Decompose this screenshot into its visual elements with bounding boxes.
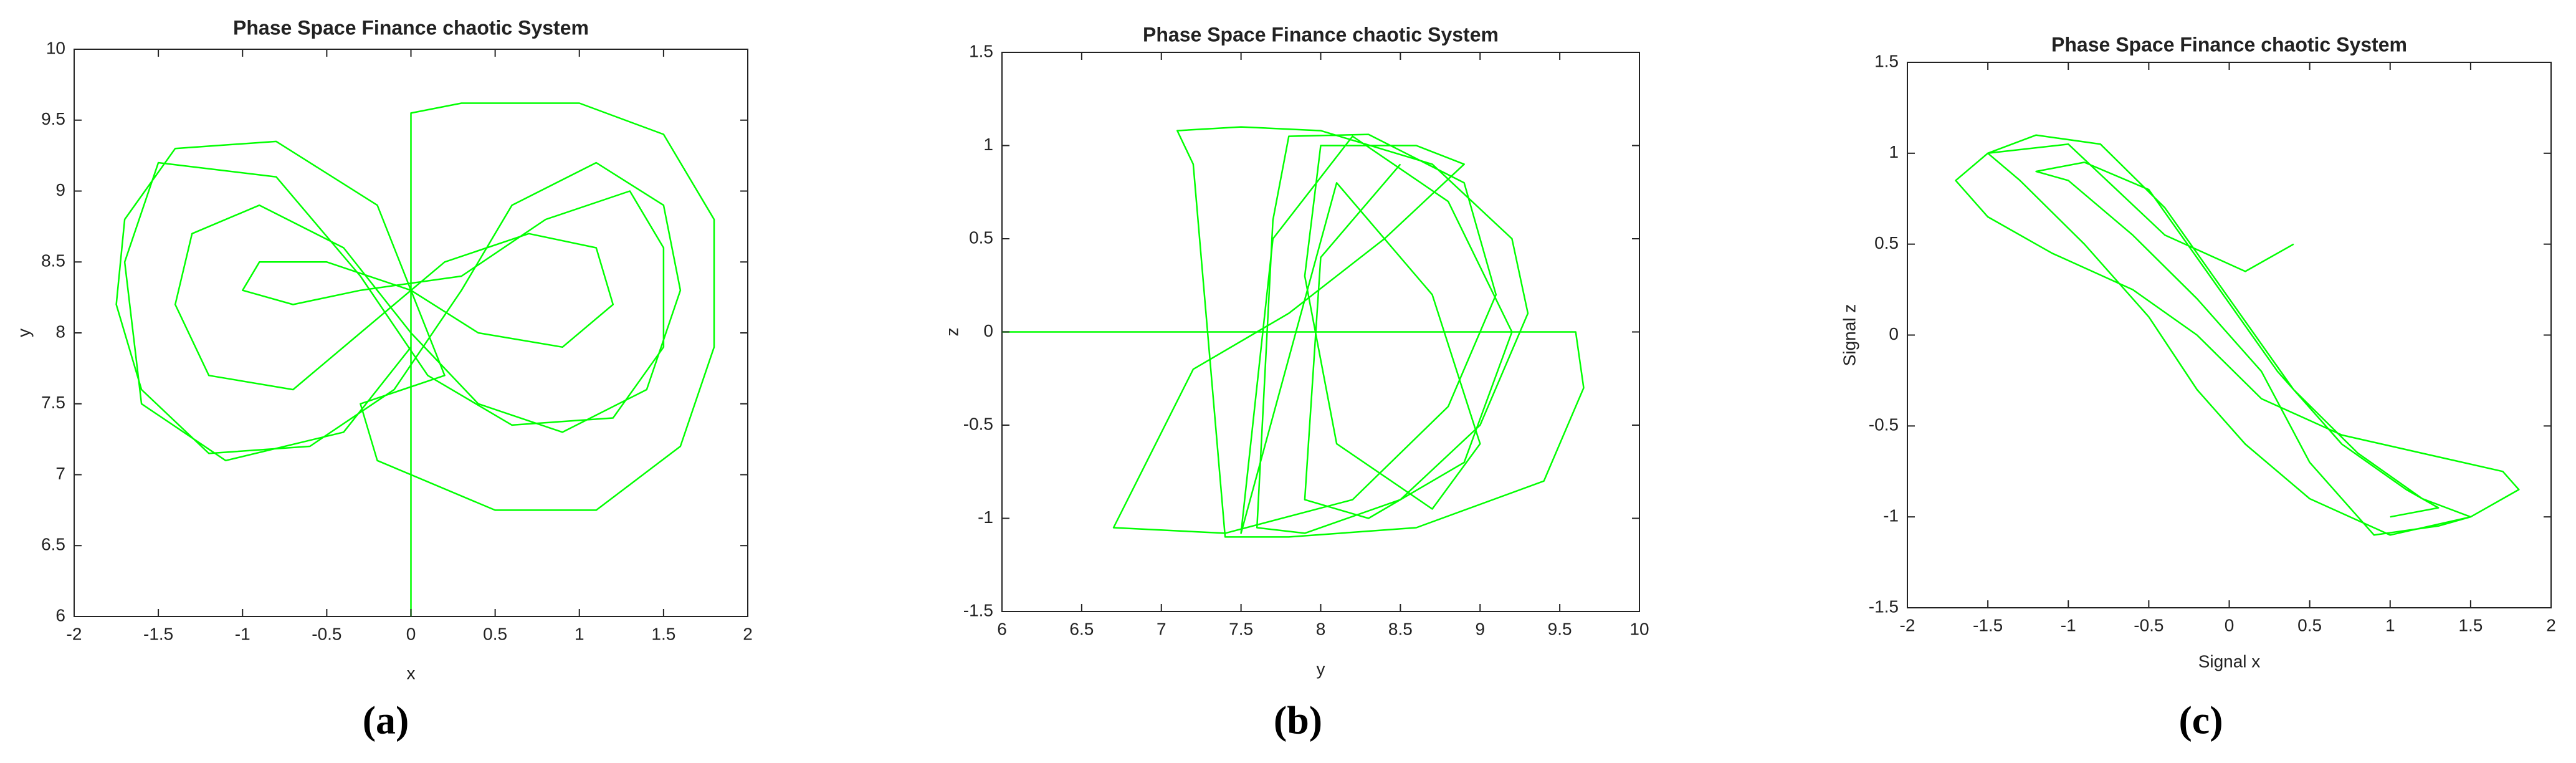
- x-tick-label: 1: [575, 624, 584, 643]
- x-tick-label: 0.5: [2297, 615, 2322, 635]
- y-tick-label: 8.5: [41, 251, 65, 271]
- x-tick-label: 1: [2385, 615, 2395, 635]
- x-tick-label: -0.5: [312, 624, 341, 643]
- x-tick-label: 7.5: [1229, 619, 1253, 638]
- x-tick-label: -1.5: [143, 624, 173, 643]
- y-tick-label: -1: [1883, 506, 1899, 525]
- x-tick-label: 8.5: [1388, 619, 1413, 638]
- y-axis-label: Signal z: [1839, 304, 1859, 367]
- x-tick-label: 6.5: [1069, 619, 1094, 638]
- y-tick-label: 8: [55, 322, 65, 341]
- x-tick-label: 10: [1629, 619, 1649, 638]
- x-tick-label: -1: [235, 624, 250, 643]
- chart-title: Phase Space Finance chaotic System: [2051, 33, 2407, 55]
- y-tick-label: 0: [1889, 324, 1899, 343]
- y-tick-label: -1: [978, 507, 993, 527]
- x-tick-label: 9: [1475, 619, 1485, 638]
- panel-label: (a): [363, 698, 409, 742]
- y-tick-label: 7: [55, 464, 65, 483]
- y-tick-label: 1.5: [1874, 51, 1899, 70]
- y-tick-label: 10: [46, 38, 65, 57]
- x-tick-label: 0: [406, 624, 416, 643]
- panel-label: (b): [1274, 698, 1322, 742]
- x-tick-label: 1.5: [651, 624, 675, 643]
- trajectory: [1955, 134, 2520, 536]
- x-tick-label: -1.5: [1973, 615, 2003, 635]
- chart-title: Phase Space Finance chaotic System: [233, 16, 589, 39]
- y-axis-label: y: [14, 329, 33, 337]
- x-tick-label: 9.5: [1548, 619, 1572, 638]
- x-tick-label: 2: [743, 624, 753, 643]
- x-tick-label: 7: [1157, 619, 1166, 638]
- x-tick-label: 2: [2546, 615, 2556, 635]
- x-axis-label: y: [1317, 659, 1325, 678]
- trajectory: [115, 102, 715, 617]
- x-tick-label: 8: [1316, 619, 1326, 638]
- y-axis-label: z: [942, 328, 961, 337]
- trajectory: [1002, 126, 1585, 538]
- x-tick-label: -0.5: [2134, 615, 2163, 635]
- y-tick-label: 0: [983, 321, 993, 340]
- y-tick-label: 0.5: [969, 228, 993, 247]
- x-tick-label: 0.5: [483, 624, 507, 643]
- y-tick-label: 6.5: [41, 535, 65, 554]
- panel-label: (c): [2178, 698, 2223, 742]
- x-tick-label: -1: [2061, 615, 2076, 635]
- y-tick-label: 1.5: [969, 41, 993, 60]
- y-tick-label: 1: [1889, 142, 1899, 161]
- x-tick-label: 0: [2225, 615, 2235, 635]
- y-tick-label: 7.5: [41, 393, 65, 412]
- x-tick-label: -2: [67, 624, 82, 643]
- x-axis-label: Signal x: [2198, 651, 2261, 671]
- chart-title: Phase Space Finance chaotic System: [1143, 23, 1499, 46]
- y-tick-label: 9: [55, 180, 65, 199]
- y-tick-label: 9.5: [41, 109, 65, 128]
- x-tick-label: -2: [1900, 615, 1915, 635]
- y-tick-label: 6: [55, 605, 65, 625]
- x-axis-label: x: [407, 663, 416, 683]
- y-tick-label: -1.5: [1869, 597, 1899, 616]
- x-tick-label: 1.5: [2458, 615, 2483, 635]
- y-tick-label: 0.5: [1874, 233, 1899, 252]
- y-tick-label: -0.5: [963, 414, 993, 433]
- x-tick-label: 6: [997, 619, 1007, 638]
- y-tick-label: -1.5: [963, 600, 993, 620]
- y-tick-label: 1: [983, 135, 993, 154]
- y-tick-label: -0.5: [1869, 415, 1899, 434]
